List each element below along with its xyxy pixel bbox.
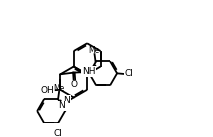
Text: Cl: Cl: [125, 69, 134, 79]
Text: N: N: [58, 101, 65, 110]
Text: OH: OH: [40, 86, 54, 95]
Text: N: N: [64, 96, 70, 105]
Text: Me: Me: [89, 46, 100, 55]
Text: Me: Me: [53, 84, 65, 93]
Text: O: O: [70, 80, 77, 89]
Text: NH: NH: [82, 67, 95, 76]
Text: Cl: Cl: [54, 129, 63, 137]
